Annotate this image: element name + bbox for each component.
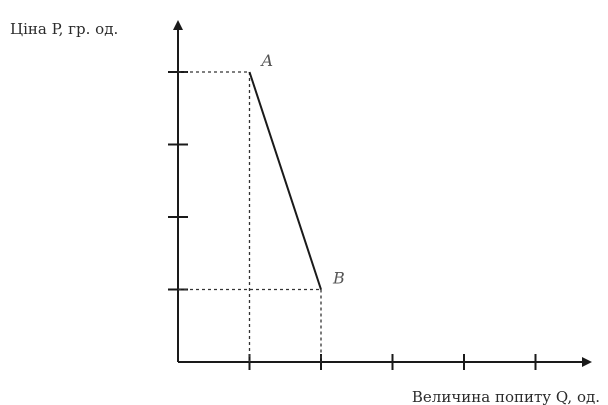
- projection-guides: [178, 71, 322, 362]
- axis-ticks: [168, 71, 537, 370]
- point-labels: AB: [260, 51, 346, 288]
- x-axis-title: Величина попиту Q, од.: [412, 388, 600, 405]
- demand-segment-ab: [248, 71, 322, 290]
- demand-series: [248, 71, 322, 290]
- point-label-b: B: [332, 269, 345, 288]
- point-label-a: A: [260, 51, 274, 70]
- axes: [173, 20, 592, 367]
- y-axis-title: Ціна P, гр. од.: [10, 20, 118, 38]
